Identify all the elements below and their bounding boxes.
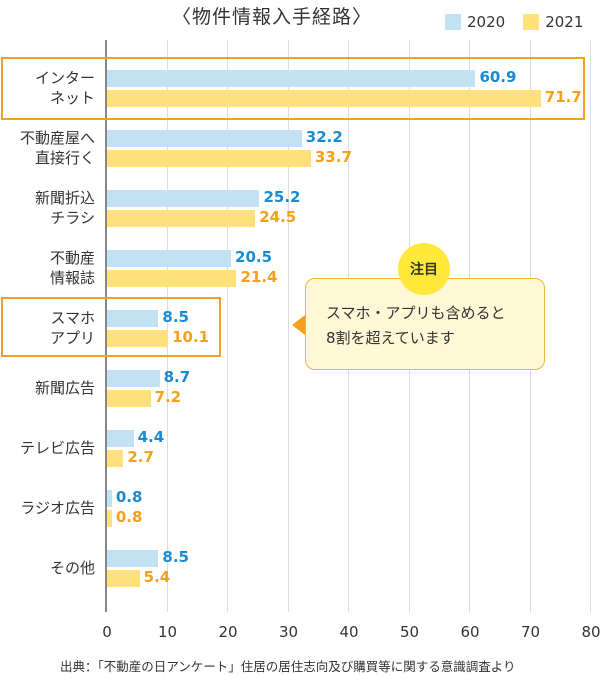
gridline: [590, 40, 591, 612]
x-tick-label: 0: [102, 623, 112, 641]
bar-2020: [107, 250, 232, 267]
value-label-2020: 0.8: [115, 488, 143, 506]
value-label-2021: 33.7: [314, 148, 352, 166]
legend-item-2020: 2020: [445, 13, 505, 31]
x-tick-label: 40: [339, 623, 359, 641]
bar-2021: [107, 90, 541, 107]
bar-2020: [107, 490, 112, 507]
value-label-2021: 10.1: [172, 328, 210, 346]
category-label: 新聞広告: [34, 379, 95, 397]
value-label-2020: 25.2: [263, 188, 301, 206]
bar-2021: [107, 330, 169, 347]
x-tick-label: 50: [399, 623, 420, 641]
legend-item-2021: 2021: [523, 13, 583, 31]
category-row: その他 8.5 5.4: [0, 540, 600, 600]
highlight-smartphone-app: [1, 297, 221, 357]
gridline: [287, 40, 289, 612]
value-label-2021: 7.2: [154, 388, 182, 406]
bar-2020: [107, 130, 302, 147]
bar-2021: [107, 270, 237, 287]
value-label-2021: 71.7: [544, 88, 582, 106]
category-row: 不動産屋へ 直接行く 32.2 33.7: [0, 120, 600, 180]
callout-arrow: [292, 315, 305, 335]
category-row: 新聞折込 チラシ 25.2 24.5: [0, 180, 600, 240]
category-label: 不動産屋へ 直接行く: [19, 129, 95, 167]
category-row: テレビ広告 4.4 2.7: [0, 420, 600, 480]
chart-title: 〈物件情報入手経路〉: [172, 6, 373, 28]
bar-2020: [107, 190, 260, 207]
x-tick-label: 70: [520, 623, 541, 641]
value-label-2020: 60.9: [479, 68, 517, 86]
legend-swatch-2020: [445, 14, 461, 30]
value-label-2021: 5.4: [143, 568, 171, 586]
category-label: 不動産 情報誌: [49, 249, 95, 287]
source-note: 出典：「不動産の日アンケート」住居の居住志向及び購買等に関する意識調査より: [60, 659, 516, 674]
bar-2021: [107, 450, 124, 467]
gridline: [227, 40, 228, 612]
category-row: 新聞広告 8.7 7.2: [0, 360, 600, 420]
bar-2021: [107, 150, 311, 167]
category-row: ラジオ広告 0.8 0.8: [0, 480, 600, 540]
category-label: 新聞折込 チラシ: [34, 189, 95, 227]
bar-2021: [107, 570, 140, 587]
category-label: ラジオ広告: [20, 499, 95, 517]
bar-2021: [107, 210, 256, 227]
x-tick-label: 30: [278, 623, 299, 641]
value-label-2021: 21.4: [240, 268, 278, 286]
x-tick-label: 80: [581, 623, 600, 641]
bar-2020: [107, 70, 476, 87]
x-tick-label: 10: [157, 623, 178, 641]
category-row: インター ネット 60.9 71.7: [0, 60, 600, 120]
bar-2020: [107, 430, 134, 447]
category-label: インター ネット: [34, 69, 95, 107]
value-label-2020: 4.4: [137, 428, 165, 446]
legend-swatch-2021: [523, 14, 540, 30]
x-tick-label: 20: [218, 623, 238, 641]
highlight-internet: [1, 57, 585, 120]
attention-badge: 注目: [398, 243, 450, 295]
callout-text: スマホ・アプリも含めると 8割を超えています: [326, 304, 506, 347]
legend-label-2021: 2021: [545, 13, 584, 31]
category-row: 不動産 情報誌 20.5 21.4: [0, 240, 600, 300]
category-label: テレビ広告: [19, 439, 95, 457]
bar-2020: [107, 550, 159, 567]
value-label-2021: 2.7: [127, 448, 154, 466]
bar-2020: [107, 310, 159, 327]
category-label: スマホ アプリ: [49, 309, 95, 347]
value-label-2020: 20.5: [235, 248, 273, 266]
value-label-2020: 32.2: [305, 128, 343, 146]
value-label-2021: 0.8: [115, 508, 143, 526]
bar-2020: [107, 370, 160, 387]
category-row: スマホ アプリ 8.5 10.1: [0, 300, 600, 360]
gridline: [166, 40, 168, 612]
bar-2021: [107, 390, 151, 407]
category-label: その他: [49, 559, 95, 577]
x-tick-label: 60: [460, 623, 480, 641]
value-label-2021: 24.5: [259, 208, 297, 226]
value-label-2020: 8.7: [163, 368, 191, 386]
legend-label-2020: 2020: [467, 13, 506, 31]
bar-2021: [107, 510, 112, 527]
value-label-2020: 8.5: [162, 308, 189, 326]
value-label-2020: 8.5: [162, 548, 189, 566]
legend: 2020 2021: [445, 13, 600, 31]
y-axis-line: [105, 40, 107, 612]
